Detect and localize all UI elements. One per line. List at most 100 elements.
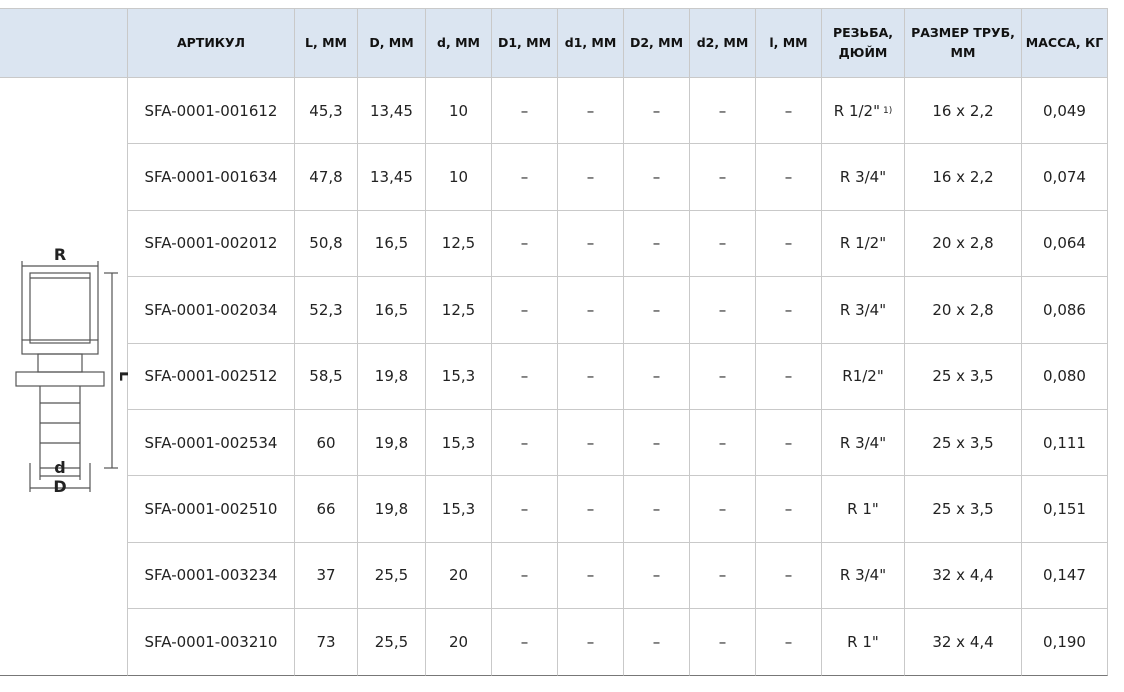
cell-text: SFA-0001-002534 — [144, 433, 278, 452]
cell-text: – — [586, 234, 595, 253]
cell-text: 0,074 — [1043, 168, 1086, 187]
cell-text: – — [652, 101, 661, 120]
cell-text: 25 x 3,5 — [932, 500, 994, 519]
cell-text: – — [784, 168, 793, 187]
table-cell: 15,3 — [426, 343, 492, 410]
table-cell: – — [624, 277, 690, 344]
cell-text: – — [784, 500, 793, 519]
header-corner — [0, 8, 128, 78]
cell-text: 73 — [316, 632, 336, 651]
label-d-small: d — [54, 458, 65, 477]
label-l: L — [116, 371, 128, 381]
cell-text: 0,151 — [1043, 500, 1086, 519]
cell-text: R 1" — [847, 500, 879, 519]
table-cell: – — [492, 609, 558, 676]
cell-text: – — [586, 500, 595, 519]
table-cell: 0,086 — [1022, 277, 1108, 344]
cell-text: 0,147 — [1043, 566, 1086, 585]
cell-text: – — [520, 234, 529, 253]
table-cell: SFA-0001-002012 — [128, 210, 295, 278]
table-cell: R1/2" — [822, 343, 905, 410]
cell-text: 0,086 — [1043, 300, 1086, 319]
cell-text: – — [520, 101, 529, 120]
cell-text: – — [718, 234, 727, 253]
cell-text: 45,3 — [309, 101, 343, 120]
table-cell: 12,5 — [426, 210, 492, 278]
table-cell: 0,151 — [1022, 476, 1108, 543]
cell-text: – — [718, 300, 727, 319]
cell-text: 0,064 — [1043, 234, 1086, 253]
header-cell: d2, ММ — [690, 8, 756, 78]
cell-text: 19,8 — [374, 433, 409, 452]
table-cell: – — [756, 609, 822, 676]
cell-text: – — [784, 566, 793, 585]
hex — [21, 339, 99, 355]
cell-text: – — [784, 300, 793, 319]
table-cell: 0,064 — [1022, 210, 1108, 278]
image-cell — [0, 78, 128, 676]
header-cell: D1, ММ — [492, 8, 558, 78]
cell-text: 20 x 2,8 — [932, 234, 994, 253]
table-cell: 73 — [295, 609, 358, 676]
cell-text: – — [586, 632, 595, 651]
table-cell: 19,8 — [358, 476, 426, 543]
table-cell: 66 — [295, 476, 358, 543]
table-cell: 25,5 — [358, 609, 426, 676]
fitting-drawing: R L d D — [15, 245, 128, 496]
table-cell: – — [690, 609, 756, 676]
cell-text: – — [784, 367, 793, 386]
cell-text: 60 — [316, 433, 336, 452]
header-cell: РАЗМЕР ТРУБ, ММ — [905, 8, 1022, 78]
cell-text: – — [718, 632, 727, 651]
table-cell: – — [756, 410, 822, 477]
table-cell: – — [690, 78, 756, 145]
cell-text: – — [652, 566, 661, 585]
table-cell: 10 — [426, 144, 492, 211]
cell-text: – — [652, 632, 661, 651]
table-cell: 32 x 4,4 — [905, 542, 1022, 610]
table-cell: 50,8 — [295, 210, 358, 278]
cell-text: 19,8 — [374, 500, 409, 519]
cell-text: 25 x 3,5 — [932, 433, 994, 452]
cell-text: – — [652, 433, 661, 452]
table-cell: – — [756, 78, 822, 145]
table-cell: – — [492, 343, 558, 410]
cell-text: 16,5 — [374, 234, 409, 253]
table-cell: – — [492, 144, 558, 211]
collar — [15, 371, 105, 387]
cell-text: SFA-0001-003210 — [144, 632, 278, 651]
table-cell: 12,5 — [426, 277, 492, 344]
cell-text: – — [586, 101, 595, 120]
cell-text: – — [520, 367, 529, 386]
cell-text: 52,3 — [309, 300, 343, 319]
table-cell: – — [624, 343, 690, 410]
table-cell: – — [558, 343, 624, 410]
cell-text: 16 x 2,2 — [932, 168, 994, 187]
table-cell: – — [492, 210, 558, 278]
cell-text: – — [718, 101, 727, 120]
table-cell: 20 — [426, 609, 492, 676]
table-cell: 19,8 — [358, 343, 426, 410]
table-cell: 25 x 3,5 — [905, 410, 1022, 477]
table-cell: SFA-0001-003210 — [128, 609, 295, 676]
cell-text: 32 x 4,4 — [932, 632, 994, 651]
table-cell: R 3/4" — [822, 542, 905, 610]
cell-text: – — [586, 168, 595, 187]
table-cell: 45,3 — [295, 78, 358, 145]
cell-text: – — [784, 234, 793, 253]
cell-text: 15,3 — [441, 500, 476, 519]
cell-text: 0,190 — [1043, 632, 1086, 651]
header-cell: l, ММ — [756, 8, 822, 78]
table-cell: 25,5 — [358, 542, 426, 610]
cell-text: 58,5 — [309, 367, 343, 386]
table-cell: 16,5 — [358, 210, 426, 278]
table-cell: 13,45 — [358, 78, 426, 145]
table-cell: – — [624, 542, 690, 610]
table-cell: – — [492, 476, 558, 543]
cell-text: – — [652, 500, 661, 519]
table-cell: R 3/4" — [822, 277, 905, 344]
cell-text: R 1/2" — [833, 101, 880, 120]
table-cell: 0,147 — [1022, 542, 1108, 610]
table-cell: 37 — [295, 542, 358, 610]
cell-text: R 3/4" — [839, 300, 887, 319]
